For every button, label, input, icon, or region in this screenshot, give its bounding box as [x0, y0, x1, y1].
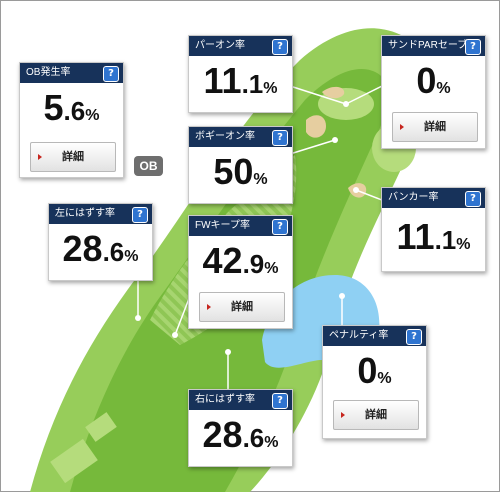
card-fairway-keep-rate: FWキープ率? 42.9% 詳細	[188, 215, 293, 329]
card-bogey-on-title: ボギーオン率	[195, 131, 255, 142]
card-right-miss-value: 28.6%	[189, 414, 292, 456]
question-mark-icon[interactable]: ?	[465, 191, 481, 207]
question-mark-icon[interactable]: ?	[406, 329, 422, 345]
question-mark-icon[interactable]: ?	[465, 39, 481, 55]
card-par-on-rate: パーオン率? 11.1%	[188, 35, 293, 113]
detail-button-sand-save[interactable]: 詳細	[392, 112, 478, 142]
card-penalty-title: ペナルティ率	[329, 330, 388, 341]
card-right-miss-rate: 右にはずす率? 28.6%	[188, 389, 293, 467]
card-bunker-title: バンカー率	[388, 192, 439, 203]
question-mark-icon[interactable]: ?	[272, 130, 288, 146]
question-mark-icon[interactable]: ?	[132, 207, 148, 223]
arrow-right-icon	[400, 124, 404, 130]
card-penalty-rate: ペナルティ率? 0% 詳細	[322, 325, 427, 439]
arrow-right-icon	[207, 304, 211, 310]
card-left-miss-value: 28.6%	[49, 228, 152, 270]
card-ob-value: 5.6%	[20, 87, 123, 129]
card-bunker-rate: バンカー率? 11.1%	[381, 187, 486, 272]
card-par-on-title: パーオン率	[195, 40, 245, 51]
ob-badge: OB	[134, 156, 163, 176]
card-ob-rate: OB発生率? 5.6% 詳細	[19, 62, 124, 178]
card-bogey-on-value: 50%	[189, 151, 292, 193]
card-par-on-value: 11.1%	[189, 60, 292, 102]
detail-button-ob[interactable]: 詳細	[30, 142, 116, 172]
card-sand-save-title: サンドPARセーブ率	[388, 40, 477, 51]
card-fairway-keep-value: 42.9%	[189, 240, 292, 282]
card-sand-save-rate: サンドPARセーブ率? 0% 詳細	[381, 35, 486, 149]
question-mark-icon[interactable]: ?	[272, 393, 288, 409]
card-ob-title: OB発生率	[26, 67, 70, 78]
question-mark-icon[interactable]: ?	[272, 219, 288, 235]
question-mark-icon[interactable]: ?	[103, 66, 119, 82]
card-bunker-value: 11.1%	[382, 216, 485, 258]
detail-button-penalty[interactable]: 詳細	[333, 400, 419, 430]
card-left-miss-title: 左にはずす率	[55, 208, 115, 219]
card-right-miss-title: 右にはずす率	[195, 394, 255, 405]
card-penalty-value: 0%	[323, 350, 426, 392]
arrow-right-icon	[38, 154, 42, 160]
arrow-right-icon	[341, 412, 345, 418]
card-sand-save-value: 0%	[382, 60, 485, 102]
question-mark-icon[interactable]: ?	[272, 39, 288, 55]
card-fairway-keep-title: FWキープ率	[195, 220, 250, 231]
card-bogey-on-rate: ボギーオン率? 50%	[188, 126, 293, 204]
card-left-miss-rate: 左にはずす率? 28.6%	[48, 203, 153, 281]
detail-button-fairway-keep[interactable]: 詳細	[199, 292, 285, 322]
